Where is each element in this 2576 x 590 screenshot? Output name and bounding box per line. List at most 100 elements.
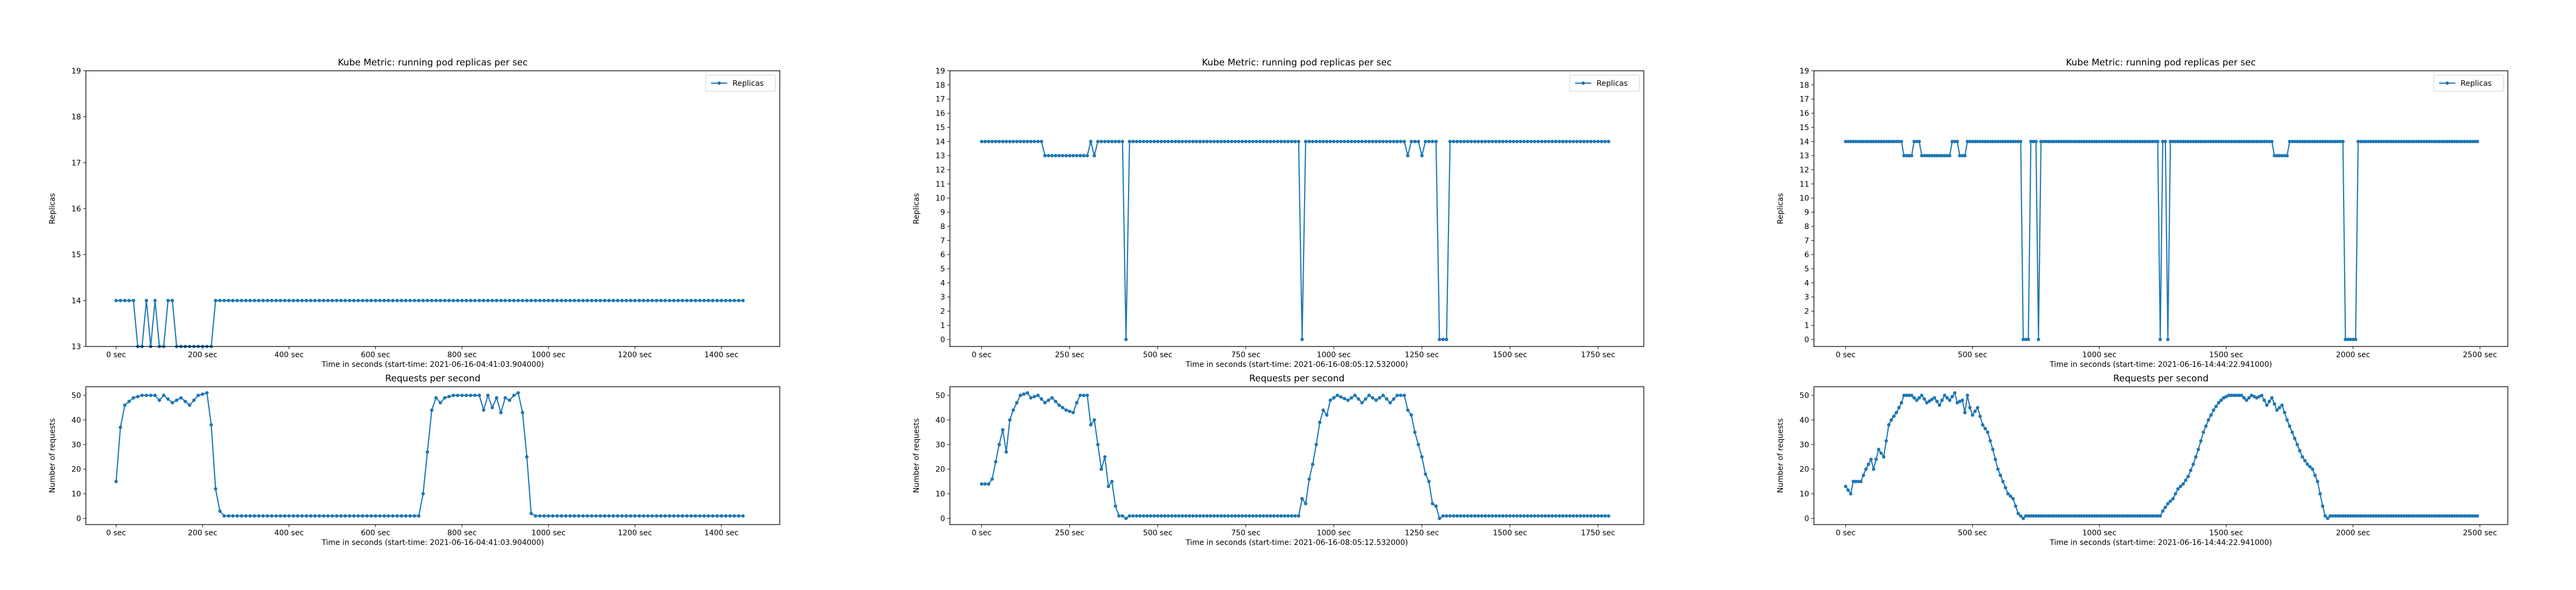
data-point [1968, 139, 1972, 143]
data-point [491, 405, 494, 410]
data-point [1103, 139, 1107, 143]
data-point [1364, 397, 1367, 401]
data-point [2092, 139, 2096, 143]
data-point [659, 514, 663, 518]
data-point [1547, 514, 1550, 518]
data-point [1261, 139, 1265, 143]
data-point [2003, 486, 2008, 490]
data-point [2169, 499, 2172, 503]
data-point [2412, 514, 2416, 518]
data-point [1887, 139, 1891, 143]
data-point [994, 460, 998, 464]
data-point [1958, 154, 1962, 158]
data-point [733, 299, 736, 303]
data-point [1975, 139, 1980, 143]
y-tick-label: 5 [1804, 265, 1809, 274]
data-point [131, 396, 135, 400]
y-tick-label: 50 [935, 392, 945, 400]
data-point [1550, 514, 1554, 518]
y-tick-label: 10 [1799, 490, 1809, 499]
data-point [1596, 514, 1600, 518]
data-point [136, 395, 140, 399]
data-point [1943, 393, 1946, 397]
data-point [1978, 139, 1982, 143]
data-point [1600, 139, 1604, 143]
data-point [1114, 504, 1117, 508]
data-point [979, 139, 984, 143]
data-point [231, 514, 235, 518]
data-point [2440, 139, 2444, 143]
data-point [279, 299, 282, 303]
data-point [365, 514, 369, 518]
data-point [1240, 514, 1244, 518]
y-tick-label: 15 [71, 251, 81, 260]
data-point [2024, 337, 2028, 341]
data-point [1965, 139, 1970, 143]
data-point [2191, 462, 2195, 466]
legend: Replicas [2433, 75, 2504, 92]
data-point [1522, 139, 1526, 143]
data-point [1571, 514, 1575, 518]
data-point [1533, 139, 1536, 143]
data-point [1905, 154, 1908, 158]
data-point [426, 299, 429, 303]
data-point [1918, 396, 1921, 400]
data-point [114, 299, 118, 303]
x-tick-label: 750 sec [1231, 529, 1261, 537]
data-point [239, 299, 244, 303]
data-point [2087, 514, 2091, 518]
data-point [2039, 139, 2043, 143]
x-tick-label: 250 sec [1055, 529, 1085, 537]
data-point [495, 396, 499, 400]
y-tick-label: 40 [935, 416, 945, 425]
data-point [568, 299, 572, 303]
data-point [1902, 393, 1906, 397]
data-point [1585, 514, 1590, 518]
data-point [352, 514, 356, 518]
data-point [2313, 139, 2317, 143]
data-point [1894, 139, 1898, 143]
data-point [1392, 397, 1396, 401]
data-point [1286, 514, 1290, 518]
data-point [2346, 337, 2350, 341]
data-point [1948, 399, 1952, 402]
x-tick-label: 1000 sec [531, 351, 566, 359]
data-point [1999, 474, 2002, 477]
data-point [581, 299, 585, 303]
data-point [2216, 401, 2221, 404]
data-point [1311, 139, 1315, 143]
data-point [2420, 139, 2424, 143]
y-tick-label: 1 [1804, 321, 1809, 330]
data-point [1060, 405, 1065, 410]
data-point [2169, 139, 2172, 143]
data-point [1247, 514, 1252, 518]
x-tick-label: 1500 sec [1493, 529, 1527, 537]
data-point [469, 393, 473, 397]
data-point [724, 514, 728, 518]
data-point [1040, 397, 1043, 401]
data-point [2244, 139, 2249, 143]
data-point [1589, 139, 1593, 143]
data-point [624, 299, 628, 303]
data-point [663, 299, 667, 303]
data-point [611, 514, 616, 518]
data-point [335, 299, 339, 303]
data-point [391, 514, 395, 518]
data-point [1922, 397, 1926, 401]
data-point [1912, 396, 1916, 400]
data-point [1198, 139, 1202, 143]
data-point [1592, 139, 1597, 143]
data-point [460, 393, 464, 397]
data-point [560, 299, 564, 303]
y-tick-label: 14 [1799, 138, 1809, 146]
data-point [2037, 514, 2040, 518]
data-point [1223, 514, 1227, 518]
data-point [1568, 514, 1572, 518]
data-point [2412, 139, 2416, 143]
series-markers [979, 139, 1611, 341]
data-point [2468, 139, 2472, 143]
data-point [2194, 139, 2198, 143]
data-point [2171, 139, 2175, 143]
data-point [1360, 401, 1364, 404]
x-tick-label: 0 sec [1836, 351, 1856, 359]
